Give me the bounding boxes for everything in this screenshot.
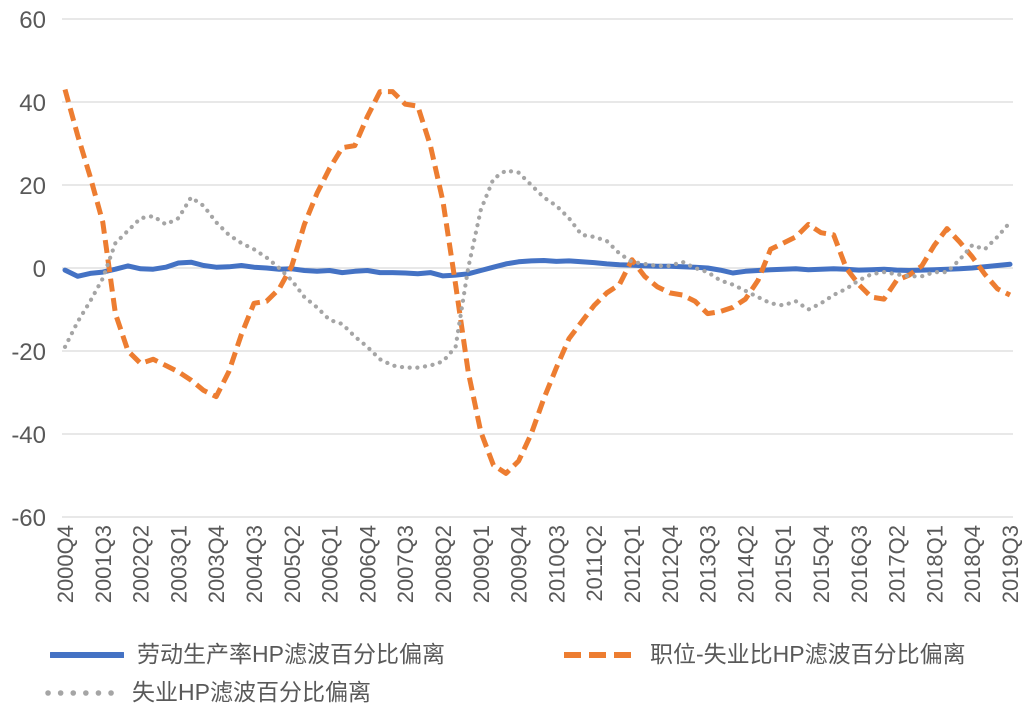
x-tick-label: 2012Q4 [658, 525, 683, 603]
legend-label-unemployment: 失业HP滤波百分比偏离 [132, 679, 371, 705]
legend-item-vacancy-unemployment-ratio: 职位-失业比HP滤波百分比偏离 [563, 641, 966, 667]
legend-label-vacancy-unemployment-ratio: 职位-失业比HP滤波百分比偏离 [650, 641, 966, 667]
x-tick-label: 2012Q1 [620, 525, 645, 603]
y-tick-label: -60 [11, 505, 46, 532]
y-tick-label: -40 [11, 422, 46, 449]
x-tick-label: 2016Q3 [847, 525, 872, 603]
x-tick-label: 2011Q2 [582, 525, 607, 602]
legend-marker-dashed-line-icon [564, 651, 636, 658]
x-tick-label: 2000Q4 [53, 525, 78, 603]
x-tick-label: 2009Q4 [507, 525, 532, 603]
x-tick-label: 2014Q2 [733, 525, 758, 603]
legend-label-labor-productivity: 劳动生产率HP滤波百分比偏离 [137, 641, 445, 667]
x-tick-label: 2015Q4 [809, 525, 834, 603]
x-tick-label: 2015Q1 [771, 525, 796, 603]
x-tick-label: 2003Q1 [166, 525, 191, 603]
x-tick-label: 2007Q3 [393, 525, 418, 603]
legend-marker-dotted-line-icon [45, 689, 119, 696]
x-tick-label: 2002Q2 [129, 525, 154, 603]
x-tick-label: 2001Q3 [91, 525, 116, 603]
legend-item-unemployment: 失业HP滤波百分比偏离 [45, 679, 371, 705]
x-tick-label: 2010Q3 [544, 525, 569, 603]
legend-marker-solid-line-icon [50, 651, 124, 658]
x-tick-label: 2019Q3 [998, 525, 1023, 603]
legend-item-labor-productivity: 劳动生产率HP滤波百分比偏离 [50, 641, 445, 667]
x-tick-label: 2006Q4 [355, 525, 380, 603]
x-tick-label: 2004Q3 [242, 525, 267, 603]
x-tick-label: 2018Q1 [922, 525, 947, 603]
x-tick-label: 2017Q2 [885, 525, 910, 603]
x-tick-label: 2009Q1 [469, 525, 494, 603]
x-tick-label: 2003Q4 [204, 525, 229, 603]
x-tick-label: 2018Q4 [960, 525, 985, 603]
y-tick-label: 40 [19, 90, 46, 117]
series-line-2 [62, 168, 1013, 370]
y-tick-label: 20 [19, 173, 46, 200]
y-tick-label: -20 [11, 339, 46, 366]
y-tick-label: 0 [33, 256, 46, 283]
x-tick-label: 2005Q2 [280, 525, 305, 603]
x-tick-label: 2008Q2 [431, 525, 456, 603]
series-line-1 [62, 88, 1012, 476]
y-tick-label: 60 [19, 7, 46, 34]
x-tick-label: 2013Q3 [696, 525, 721, 603]
series-line-0 [62, 258, 1013, 279]
x-tick-label: 2006Q1 [318, 525, 343, 603]
